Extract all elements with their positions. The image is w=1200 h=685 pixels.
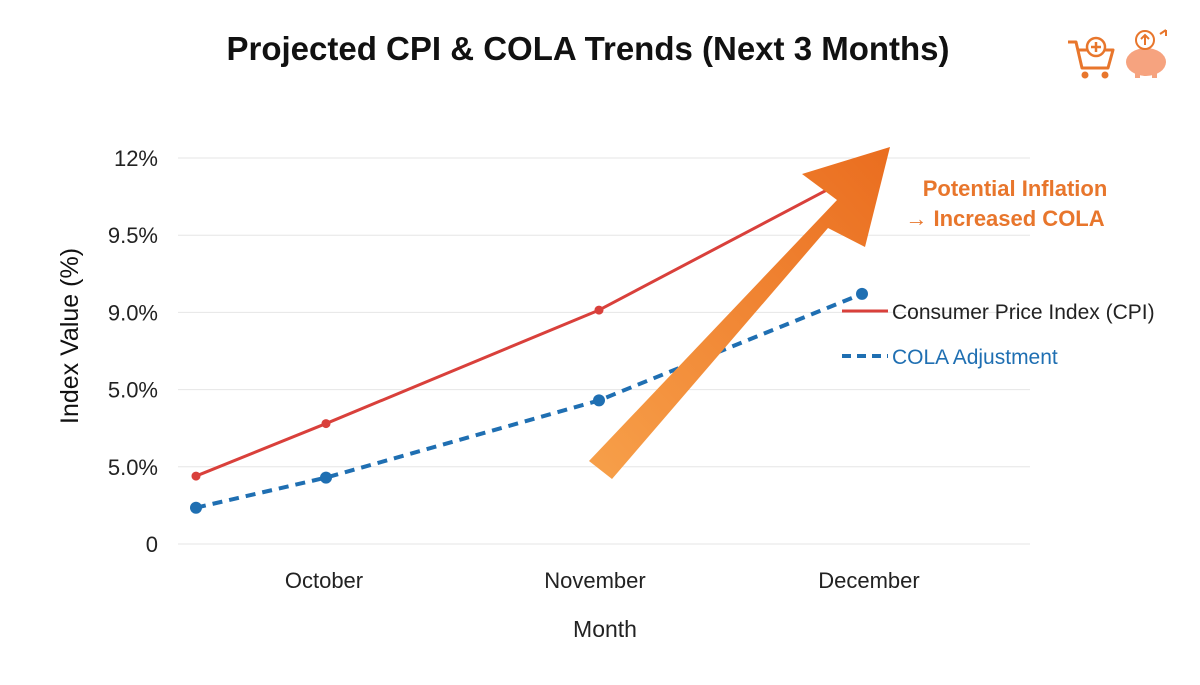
y-tick-label: 9.5% bbox=[108, 223, 158, 248]
cola-point bbox=[190, 501, 202, 514]
annotation-line-1: Potential Inflation bbox=[923, 176, 1108, 201]
x-tick-label: December bbox=[818, 568, 919, 593]
x-tick-label: October bbox=[285, 568, 363, 593]
piggy-bank-icon bbox=[1126, 48, 1166, 76]
trend-arrow bbox=[589, 147, 890, 479]
piggy-coin-arrow bbox=[1140, 33, 1150, 45]
cpi-series-line bbox=[195, 189, 827, 478]
cart-plus-sign bbox=[1091, 42, 1101, 52]
y-tick-label: 5.0% bbox=[108, 455, 158, 480]
cpi-point bbox=[191, 471, 201, 481]
shopping-cart-icon bbox=[1068, 40, 1115, 70]
cart-wheel bbox=[1081, 71, 1089, 79]
cpi-point bbox=[321, 419, 331, 429]
cart-wheel bbox=[1101, 71, 1109, 79]
x-axis-label: Month bbox=[573, 616, 637, 642]
y-tick-label: 12% bbox=[114, 146, 158, 171]
legend-cola-label: COLA Adjustment bbox=[892, 346, 1058, 369]
y-tick-label: 0 bbox=[146, 532, 158, 557]
cola-point bbox=[320, 471, 332, 484]
y-axis-label: Index Value (%) bbox=[56, 248, 84, 424]
legend-cpi-label: Consumer Price Index (CPI) bbox=[892, 301, 1155, 324]
cola-point bbox=[856, 287, 868, 300]
piggy-leg bbox=[1152, 72, 1157, 78]
annotation-line-2: → Increased COLA bbox=[905, 206, 1104, 231]
x-tick-label: November bbox=[544, 568, 645, 593]
cola-series-line bbox=[195, 292, 863, 510]
piggy-sparkle bbox=[1159, 29, 1167, 36]
y-tick-label: 9.0% bbox=[108, 300, 158, 325]
piggy-leg bbox=[1135, 72, 1140, 78]
chart-title: Projected CPI & COLA Trends (Next 3 Mont… bbox=[226, 30, 950, 67]
cola-point bbox=[593, 394, 605, 407]
y-tick-label: 5.0% bbox=[108, 378, 158, 403]
cpi-point bbox=[594, 305, 604, 315]
